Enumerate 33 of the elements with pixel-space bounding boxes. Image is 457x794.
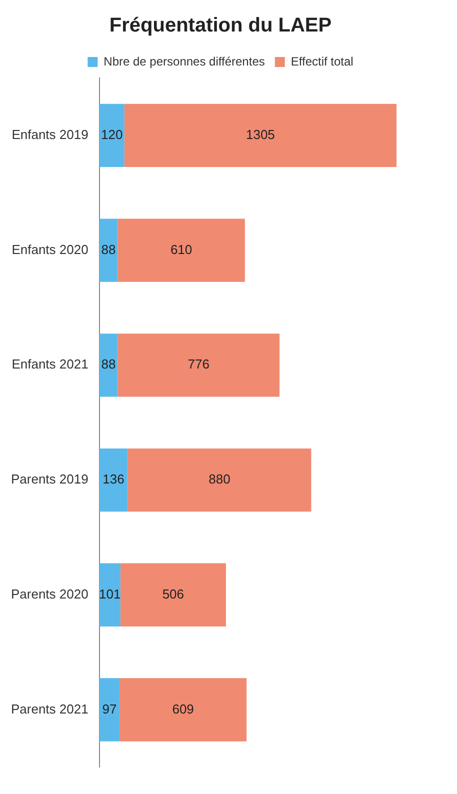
legend-label: Effectif total	[290, 54, 354, 68]
data-label: 97	[102, 701, 117, 716]
data-label: 1305	[246, 127, 275, 142]
bar	[99, 678, 120, 742]
bar	[120, 678, 247, 742]
bar	[99, 334, 118, 397]
bar	[118, 334, 280, 397]
data-label: 609	[172, 701, 194, 716]
bar	[128, 448, 312, 512]
data-label: 880	[208, 472, 230, 487]
bar	[99, 448, 128, 512]
bar	[120, 563, 226, 626]
data-label: 88	[101, 356, 116, 372]
data-label: 506	[162, 586, 184, 602]
bar	[99, 563, 120, 626]
y-tick-label: Enfants 2021	[12, 356, 88, 372]
data-label: 88	[101, 242, 116, 257]
data-label: 136	[102, 472, 124, 487]
data-label: 610	[170, 242, 192, 257]
bar	[118, 218, 245, 282]
y-tick-label: Enfants 2019	[12, 127, 88, 142]
data-label: 776	[188, 356, 210, 372]
y-tick-label: Parents 2021	[10, 701, 88, 716]
bar	[99, 104, 124, 168]
y-tick-label: Parents 2019	[10, 472, 88, 487]
y-tick-label: Enfants 2020	[12, 242, 88, 257]
chart-title: Fréquentation du LAEP	[109, 14, 332, 37]
y-tick-label: Parents 2020	[10, 586, 88, 602]
legend-label: Nbre de personnes différentes	[104, 54, 265, 68]
data-label: 120	[100, 127, 123, 142]
bar	[124, 104, 397, 168]
bar	[99, 218, 118, 282]
data-label: 101	[99, 586, 121, 602]
